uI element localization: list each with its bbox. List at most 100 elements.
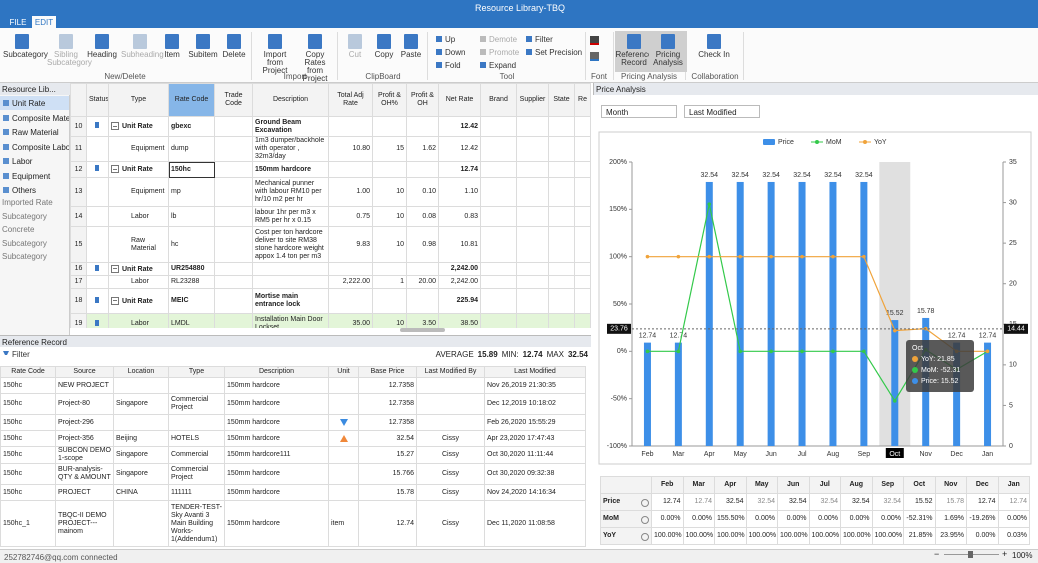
x-tick-label: Dec	[950, 451, 963, 458]
price-table-cell: 100.00%	[652, 528, 684, 545]
header-cell: Profit & OH	[407, 84, 439, 117]
reference-cell: 111111	[169, 485, 225, 501]
ribbon-button[interactable]: Copy Rates from Project	[296, 31, 334, 72]
tooltip-dot	[912, 356, 918, 362]
ribbon-small-button[interactable]: Fold	[436, 60, 480, 71]
header-cell: Description	[225, 367, 329, 378]
subcategory-item[interactable]: Concrete	[2, 225, 34, 234]
header-cell: Total Adj Rate	[329, 84, 373, 117]
subcategory-item[interactable]: Imported Rate	[2, 198, 53, 207]
reference-cell: 150mm hardcore	[225, 464, 329, 485]
header-cell	[601, 477, 652, 494]
ribbon-small-button[interactable]: Expand	[480, 60, 524, 71]
ribbon-button[interactable]: Check In	[695, 31, 733, 72]
price-table-cell: 100.00%	[778, 528, 810, 545]
header-cell: Status	[87, 84, 109, 117]
ribbon-button[interactable]: Paste	[392, 31, 430, 72]
reference-cell: item	[329, 501, 359, 547]
ribbon-button[interactable]: Heading	[83, 31, 121, 72]
ribbon-button[interactable]: Reference Record	[615, 31, 653, 72]
reference-cell: Dec 11,2020 11:08:58	[485, 501, 586, 547]
bar-value-label: 12.74	[948, 332, 966, 339]
row-number: 17	[71, 276, 87, 289]
category-item[interactable]: Labor	[0, 154, 69, 168]
header-cell: Location	[114, 367, 169, 378]
category-item[interactable]: Equipment	[0, 169, 69, 183]
reference-cell: 150hc	[1, 378, 56, 394]
category-item[interactable]: Others	[0, 183, 69, 197]
grid-cell	[517, 276, 549, 289]
reference-cell: Oct 30,2020 11:11:44	[485, 447, 586, 464]
button-label: Demote	[489, 35, 517, 44]
grid-cell	[215, 117, 253, 137]
tooltip-item: MoM: -52.31	[921, 367, 960, 374]
x-tick-label: Jul	[798, 451, 807, 458]
grid-cell	[87, 314, 109, 329]
zoom-out[interactable]: −	[934, 549, 939, 559]
grid-cell	[329, 289, 373, 314]
subcategory-item[interactable]: Subcategory	[2, 239, 47, 248]
price-panel-header: Price Analysis	[593, 83, 1038, 95]
grid-cell: Cost per ton hardcore deliver to site RM…	[253, 227, 329, 263]
x-tick-label: Jun	[765, 451, 776, 458]
grid-cell: 0.10	[407, 178, 439, 207]
grid-cell	[329, 117, 373, 137]
price-table-cell: 12.74	[683, 494, 715, 511]
series-point	[646, 255, 650, 259]
ribbon-button[interactable]: Sibling Subcategory	[47, 31, 85, 72]
filter-label[interactable]: Filter	[12, 350, 30, 359]
category-item[interactable]: Composite Labor	[0, 140, 69, 154]
series-point	[707, 255, 711, 259]
ribbon-small-button[interactable]: Up	[436, 34, 480, 45]
ribbon-button[interactable]: Subcategory	[3, 31, 41, 72]
period-select[interactable]: Month	[601, 105, 677, 118]
grid-cell	[215, 207, 253, 227]
row-label: Price	[601, 494, 652, 511]
category-item[interactable]: Raw Material	[0, 125, 69, 139]
reference-cell: TENDER-TEST-Sky Avanti 3 Main Building W…	[169, 501, 225, 547]
grid-cell: 225.94	[439, 289, 481, 314]
series-point	[986, 350, 990, 354]
grid-row: 10Unit RategbexcGround Beam Excavation12…	[71, 117, 591, 137]
collapse-toggle	[111, 165, 119, 173]
ribbon-tab[interactable]: FILE	[6, 16, 30, 28]
grid-cell	[575, 137, 591, 162]
row-number: 13	[71, 178, 87, 207]
price-table-cell: 0.00%	[967, 528, 999, 545]
y-tick-label: 50%	[613, 301, 627, 308]
ribbon-button[interactable]: Pricing Analysis	[649, 31, 687, 72]
grid-cell	[575, 276, 591, 289]
zoom-in[interactable]: +	[1002, 549, 1007, 559]
type-text: Unit Rate	[122, 166, 153, 173]
reference-cell: Cissy	[417, 464, 485, 485]
ribbon-small-button[interactable]: Demote	[480, 34, 524, 45]
price-table-cell: 0.00%	[809, 511, 841, 528]
ribbon-tab[interactable]: EDIT	[32, 16, 56, 28]
ribbon-small-button[interactable]: Filter	[526, 34, 570, 45]
ribbon-button[interactable]: Import from Project	[256, 31, 294, 72]
grid-cell	[329, 263, 373, 276]
ribbon-button[interactable]: Delete	[215, 31, 253, 72]
row-number: 14	[71, 207, 87, 227]
grid-cell: 10	[373, 227, 407, 263]
reference-cell	[329, 447, 359, 464]
grid-cell: dump	[169, 137, 215, 162]
grid-cell	[549, 137, 575, 162]
button-icon	[526, 49, 532, 55]
grid-cell: Equipment	[109, 178, 169, 207]
category-item[interactable]: Composite Material	[0, 111, 69, 125]
sort-select[interactable]: Last Modified	[684, 105, 760, 118]
subcategory-item[interactable]: Subcategory	[2, 212, 47, 221]
subcategory-item[interactable]: Subcategory	[2, 252, 47, 261]
category-item[interactable]: Unit Rate	[0, 96, 69, 110]
ribbon-small-button[interactable]: Promote	[480, 47, 524, 58]
price-table-cell: 100.00%	[809, 528, 841, 545]
header-cell: Supplier	[517, 84, 549, 117]
ribbon-small-button[interactable]: Set Precision	[526, 47, 570, 58]
grid-cell: 10	[373, 178, 407, 207]
grid-cell	[481, 117, 517, 137]
ribbon-small-button[interactable]: Down	[436, 47, 480, 58]
grid-cell	[575, 314, 591, 329]
header-cell: Net Rate	[439, 84, 481, 117]
